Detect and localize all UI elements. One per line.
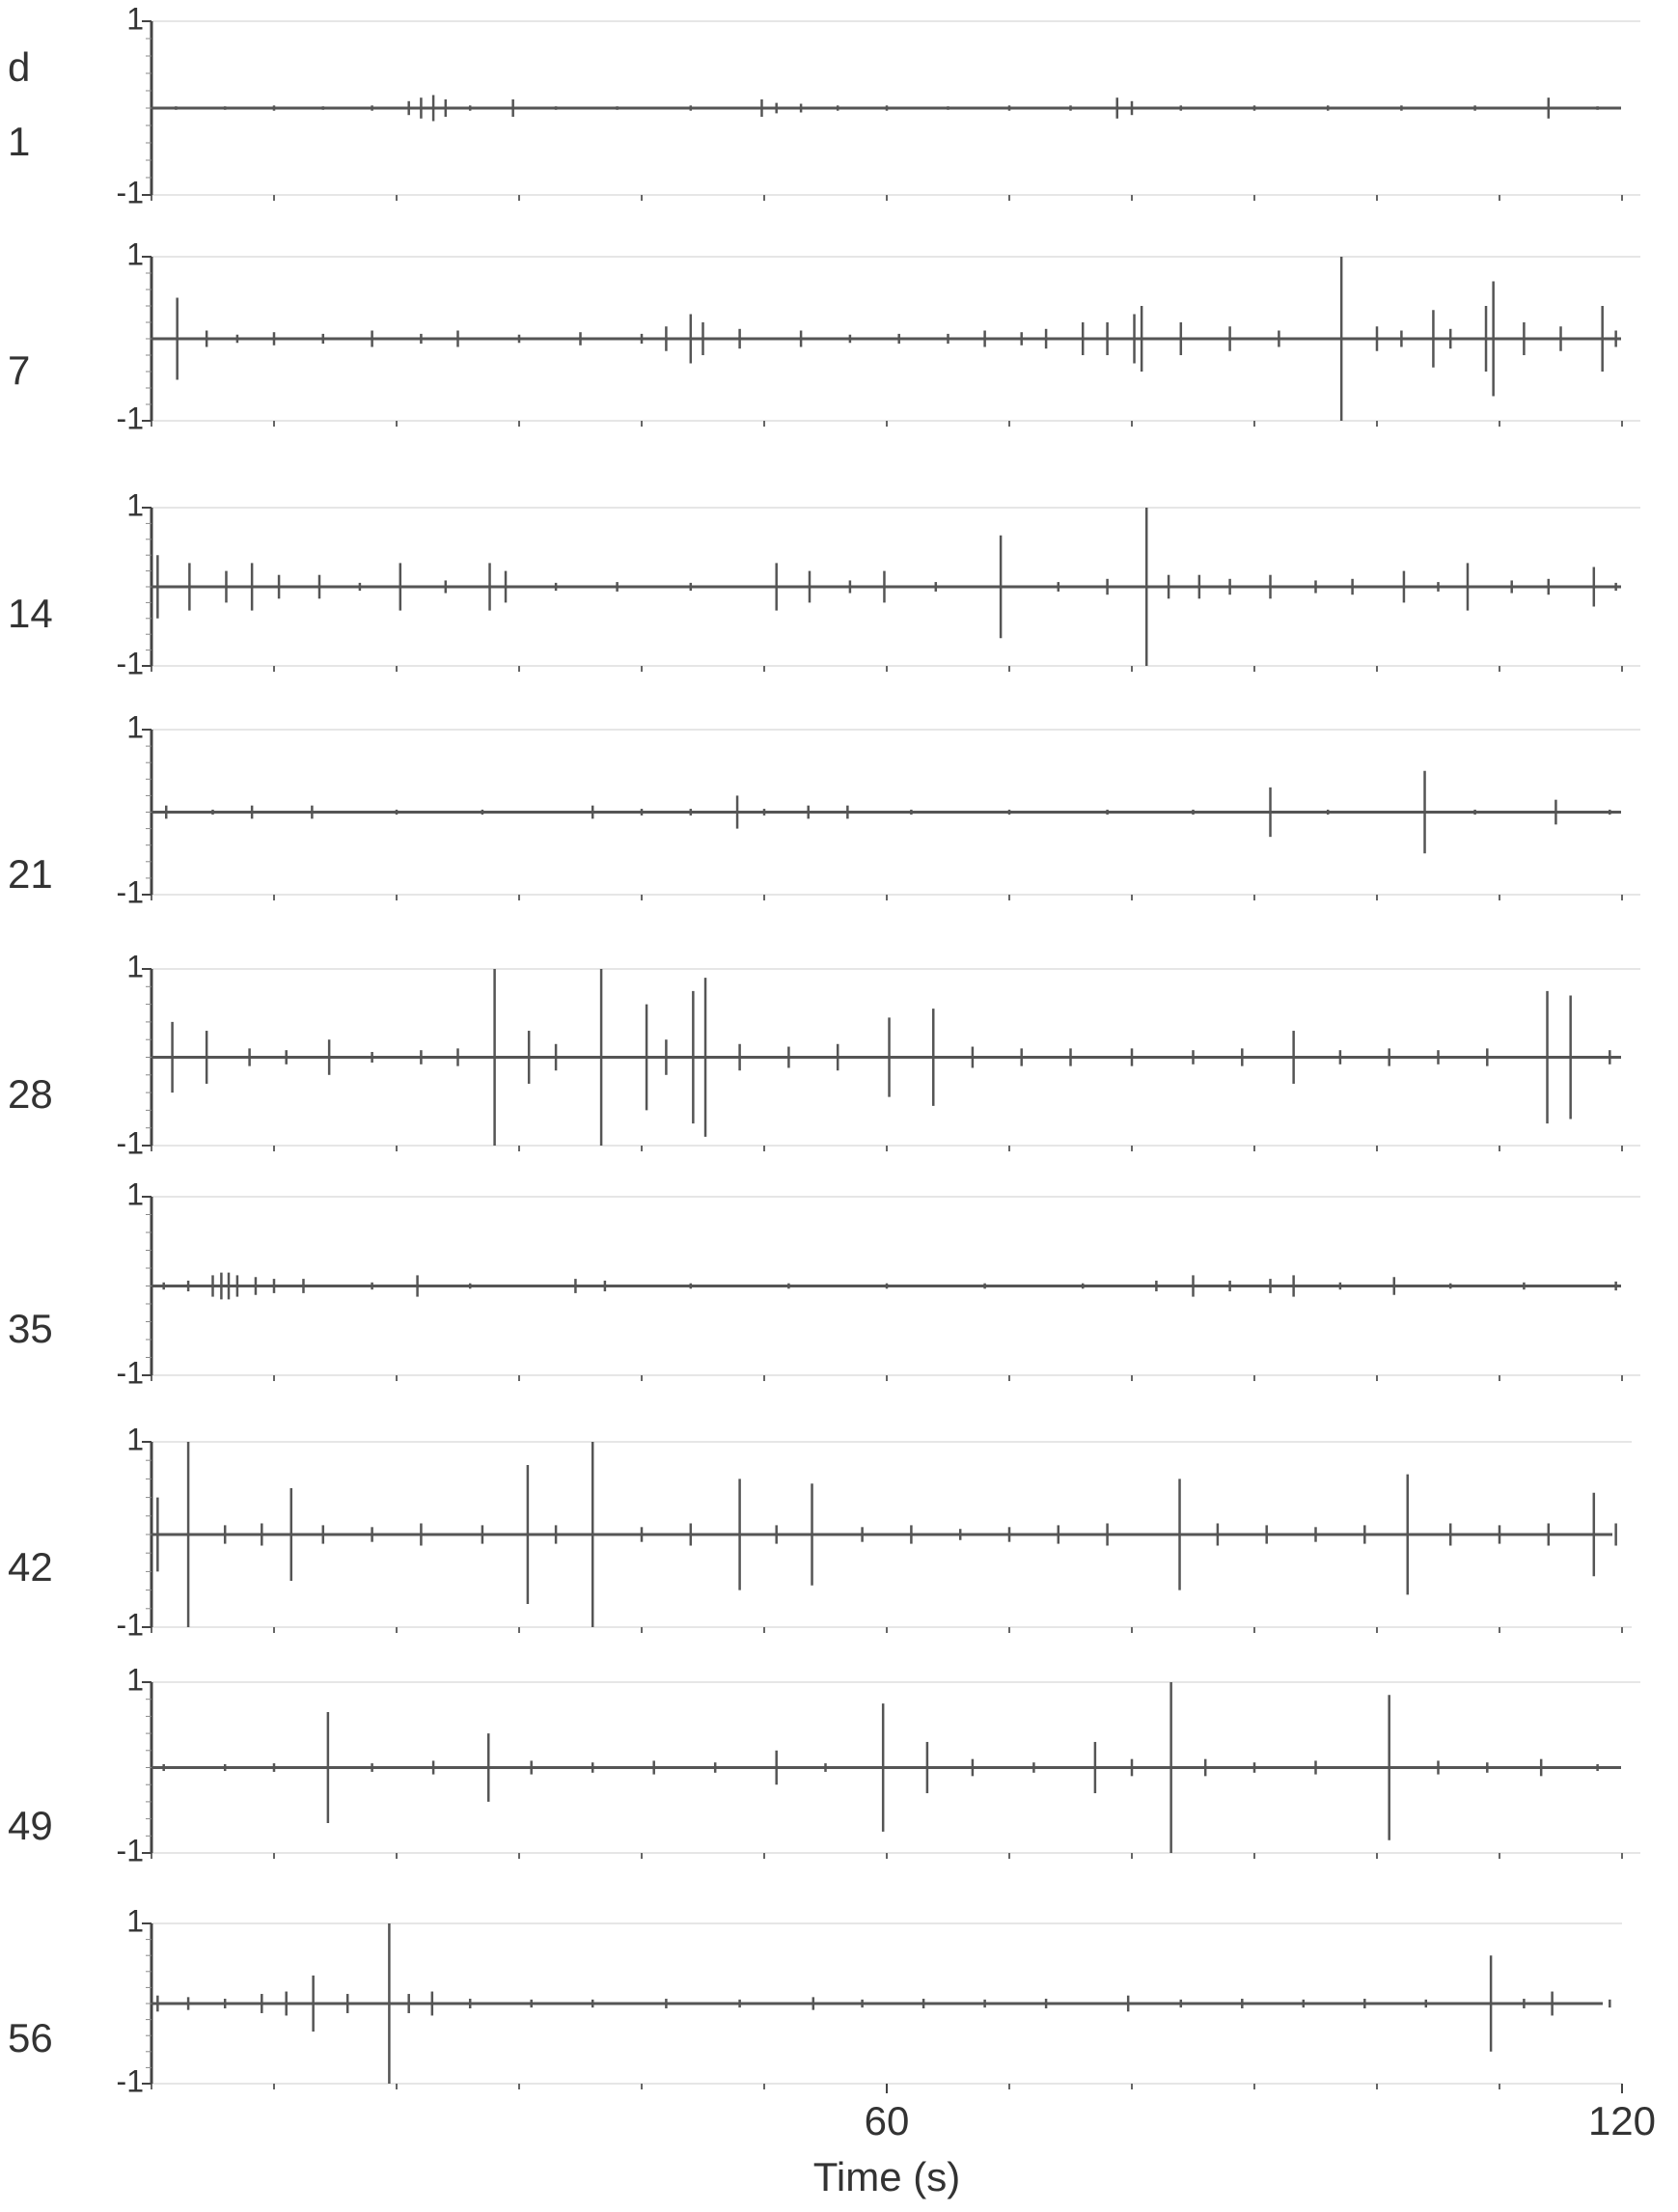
- y-tick-label: -1: [117, 175, 144, 209]
- panel-day-label: 28: [8, 1071, 53, 1117]
- x-tick-label: 120: [1588, 2098, 1656, 2143]
- y-tick-label: -1: [117, 1607, 144, 1642]
- x-axis-title: Time (s): [813, 2154, 960, 2199]
- panel-day-label: 21: [8, 851, 53, 897]
- panel-day-label: 56: [8, 2015, 53, 2060]
- y-tick-label: -1: [117, 646, 144, 680]
- y-tick-label: 1: [126, 1662, 144, 1697]
- y-tick-label: -1: [117, 1355, 144, 1390]
- y-tick-label: -1: [117, 2063, 144, 2098]
- y-tick-label: -1: [117, 1833, 144, 1867]
- y-tick-label: 1: [126, 1176, 144, 1211]
- y-tick-label: -1: [117, 401, 144, 435]
- y-tick-label: -1: [117, 1125, 144, 1160]
- panel-day-label: 7: [8, 347, 30, 393]
- y-tick-label: 1: [126, 1422, 144, 1456]
- panel-day-label: 14: [8, 591, 53, 636]
- y-tick-label: 1: [126, 709, 144, 744]
- panel-day-label: 35: [8, 1306, 53, 1351]
- y-tick-label: 1: [126, 1, 144, 36]
- y-tick-label: 1: [126, 1903, 144, 1938]
- panel-day-label: 42: [8, 1544, 53, 1590]
- x-tick-label: 60: [865, 2098, 910, 2143]
- y-tick-label: 1: [126, 949, 144, 983]
- panel-label: d: [8, 44, 30, 90]
- y-tick-label: 1: [126, 236, 144, 271]
- y-tick-label: 1: [126, 487, 144, 522]
- panel-day-label: 49: [8, 1803, 53, 1848]
- y-tick-label: -1: [117, 874, 144, 909]
- panel-day-label: 1: [8, 119, 30, 164]
